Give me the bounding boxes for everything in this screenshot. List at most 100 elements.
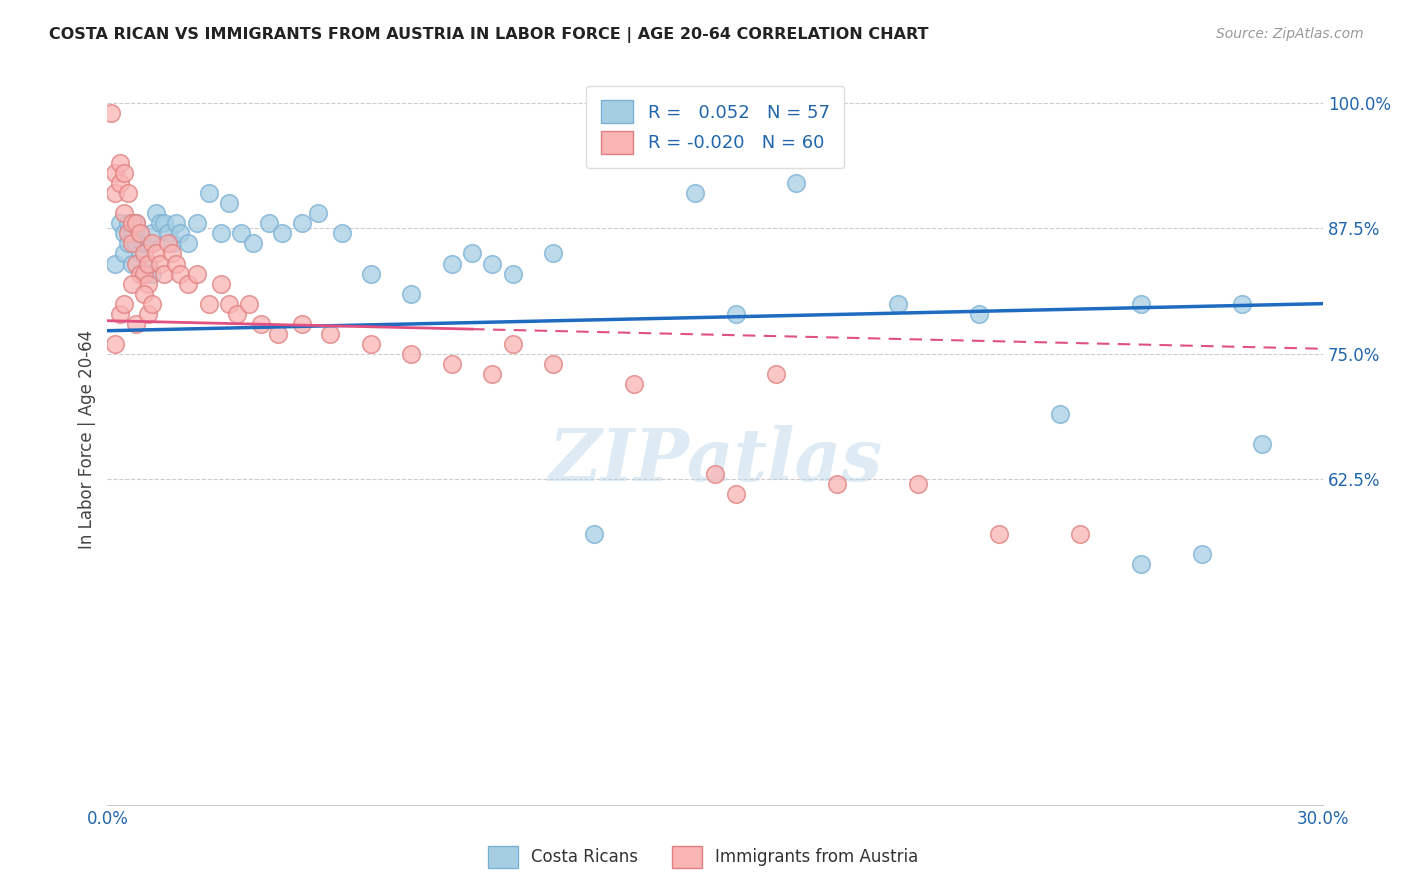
Point <box>724 307 747 321</box>
Point <box>141 236 163 251</box>
Point <box>153 216 176 230</box>
Text: COSTA RICAN VS IMMIGRANTS FROM AUSTRIA IN LABOR FORCE | AGE 20-64 CORRELATION CH: COSTA RICAN VS IMMIGRANTS FROM AUSTRIA I… <box>49 27 929 43</box>
Point <box>1251 437 1274 451</box>
Point <box>541 246 564 260</box>
Point <box>209 227 232 241</box>
Point <box>136 256 159 270</box>
Point <box>291 317 314 331</box>
Point <box>266 326 288 341</box>
Point <box>141 227 163 241</box>
Point <box>121 236 143 251</box>
Point <box>401 347 423 361</box>
Point <box>112 246 135 260</box>
Point <box>765 367 787 381</box>
Point <box>229 227 252 241</box>
Point <box>136 236 159 251</box>
Point <box>128 227 150 241</box>
Point <box>128 267 150 281</box>
Point <box>481 367 503 381</box>
Point <box>132 246 155 260</box>
Point <box>1129 558 1152 572</box>
Point <box>125 256 148 270</box>
Point <box>145 246 167 260</box>
Point <box>165 216 187 230</box>
Point <box>112 296 135 310</box>
Point <box>165 256 187 270</box>
Point <box>218 196 240 211</box>
Point <box>136 256 159 270</box>
Point <box>141 267 163 281</box>
Point <box>502 267 524 281</box>
Point <box>197 296 219 310</box>
Point <box>108 156 131 170</box>
Point <box>125 216 148 230</box>
Point <box>117 236 139 251</box>
Point <box>117 227 139 241</box>
Point <box>886 296 908 310</box>
Point <box>360 267 382 281</box>
Point <box>1191 547 1213 561</box>
Point <box>704 467 727 482</box>
Point <box>121 227 143 241</box>
Point <box>623 146 645 161</box>
Point <box>242 236 264 251</box>
Point <box>440 256 463 270</box>
Point <box>104 256 127 270</box>
Point <box>157 227 180 241</box>
Point <box>1230 296 1253 310</box>
Point <box>112 206 135 220</box>
Point <box>112 227 135 241</box>
Point <box>250 317 273 331</box>
Legend: R =   0.052   N = 57, R = -0.020   N = 60: R = 0.052 N = 57, R = -0.020 N = 60 <box>586 86 844 169</box>
Point <box>360 336 382 351</box>
Point <box>145 206 167 220</box>
Point <box>104 336 127 351</box>
Point <box>117 216 139 230</box>
Point <box>104 166 127 180</box>
Point <box>218 296 240 310</box>
Point <box>209 277 232 291</box>
Point <box>238 296 260 310</box>
Point <box>461 246 484 260</box>
Point <box>149 216 172 230</box>
Point <box>1069 527 1091 541</box>
Point <box>319 326 342 341</box>
Point <box>104 186 127 201</box>
Point <box>117 186 139 201</box>
Point <box>169 267 191 281</box>
Point <box>121 216 143 230</box>
Point <box>160 246 183 260</box>
Point <box>401 286 423 301</box>
Point <box>149 256 172 270</box>
Point <box>132 267 155 281</box>
Point <box>259 216 281 230</box>
Point <box>1049 407 1071 421</box>
Point <box>481 256 503 270</box>
Point <box>825 477 848 491</box>
Point <box>108 176 131 190</box>
Point <box>987 527 1010 541</box>
Point <box>169 227 191 241</box>
Point <box>186 267 208 281</box>
Point <box>197 186 219 201</box>
Point <box>157 236 180 251</box>
Point <box>291 216 314 230</box>
Point <box>186 216 208 230</box>
Text: Source: ZipAtlas.com: Source: ZipAtlas.com <box>1216 27 1364 41</box>
Point <box>582 527 605 541</box>
Point <box>270 227 292 241</box>
Point <box>141 296 163 310</box>
Point <box>125 236 148 251</box>
Point <box>108 216 131 230</box>
Point <box>307 206 329 220</box>
Point <box>541 357 564 371</box>
Point <box>121 256 143 270</box>
Point <box>440 357 463 371</box>
Point <box>1129 296 1152 310</box>
Point <box>153 267 176 281</box>
Point <box>226 307 249 321</box>
Point <box>332 227 354 241</box>
Text: ZIPatlas: ZIPatlas <box>548 425 883 497</box>
Point <box>623 376 645 391</box>
Point <box>160 236 183 251</box>
